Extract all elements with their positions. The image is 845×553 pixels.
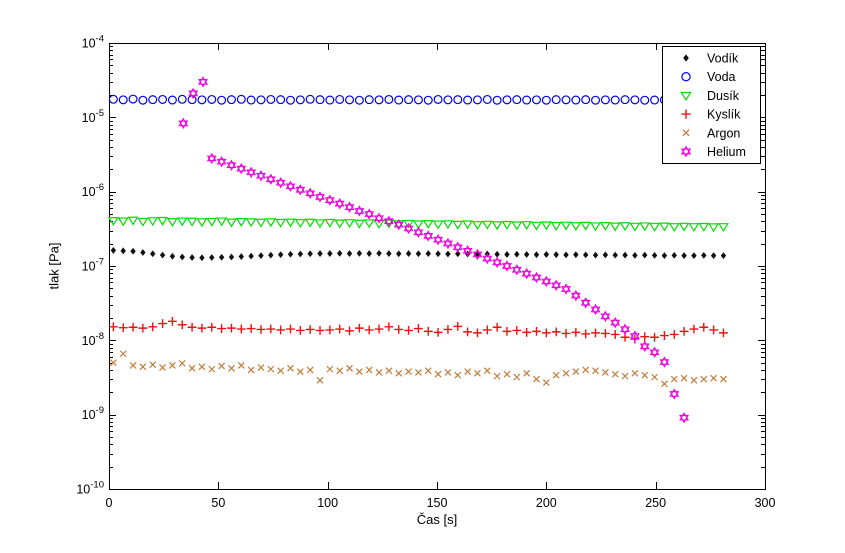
series-vodik [110, 247, 727, 262]
legend-label: Voda [707, 70, 736, 84]
legend-label: Kyslík [707, 108, 741, 122]
plot-box [109, 43, 766, 490]
tick-labels: 10-4 10-5 10-6 10-7 10-8 10-9 10-100 50 100 150 20… [76, 34, 775, 511]
legend-item-helium: Helium [680, 145, 746, 159]
legend-item-argon: Argon [682, 126, 740, 140]
series-kyslik [108, 316, 728, 344]
legend-item-dusik: Dusík [680, 89, 740, 103]
y-axis-label: tlak [Pa] [46, 242, 62, 290]
legend-item-kyslik: Kyslík [681, 108, 741, 122]
legend-label: Argon [707, 126, 740, 140]
y-tick-label: 10-4 [82, 34, 104, 51]
x-tick-label: 300 [755, 496, 776, 510]
x-tick-label: 150 [427, 496, 448, 510]
series-helium [178, 76, 690, 424]
legend-label: Vodík [707, 52, 739, 66]
legend-box [662, 46, 761, 164]
y-tick-label: 10-9 [82, 405, 104, 422]
x-axis-label: Čas [s] [416, 512, 458, 527]
x-tick-label: 250 [645, 496, 666, 510]
series-dusik [107, 216, 729, 233]
series-argon [109, 350, 727, 388]
x-tick-label: 50 [211, 496, 225, 510]
y-tick-label: 10-10 [76, 480, 104, 497]
x-tick-label: 200 [536, 496, 557, 510]
x-tick-label: 0 [106, 496, 113, 510]
legend: Vodík Voda Dusík Kyslík Argon Helium [662, 46, 761, 164]
y-tick-label: 10-6 [82, 182, 104, 199]
legend-item-vodik: Vodík [683, 52, 739, 66]
legend-label: Dusík [707, 89, 740, 103]
y-tick-label: 10-8 [82, 331, 104, 348]
y-tick-label: 10-5 [82, 108, 104, 125]
legend-item-voda: Voda [681, 70, 736, 84]
x-tick-label: 100 [317, 496, 338, 510]
series-voda [108, 94, 728, 105]
legend-label: Helium [707, 145, 746, 159]
y-tick-label: 10-7 [82, 257, 104, 274]
